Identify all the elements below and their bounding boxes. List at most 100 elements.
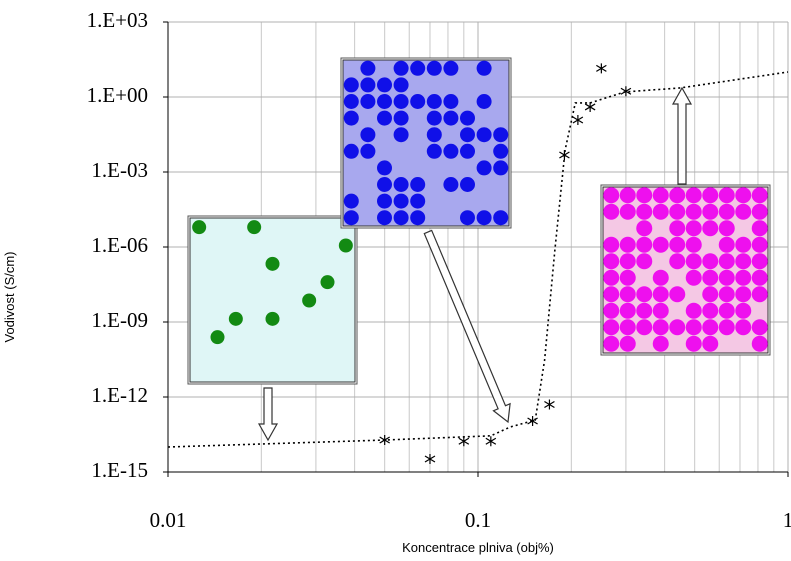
- chart: 0.010.111.E+031.E+001.E-031.E-061.E-091.…: [0, 0, 791, 561]
- particle: [702, 253, 718, 269]
- particle: [266, 312, 280, 326]
- y-tick-label: 1.E-15: [91, 458, 148, 482]
- particle: [360, 77, 375, 92]
- x-tick-label: 0.1: [465, 508, 491, 532]
- particle: [620, 270, 636, 286]
- particle: [394, 111, 409, 126]
- particle: [702, 204, 718, 220]
- particle: [344, 194, 359, 209]
- particle: [669, 253, 685, 269]
- particle: [719, 270, 735, 286]
- particle: [636, 286, 652, 302]
- particle: [460, 210, 475, 225]
- particle: [344, 210, 359, 225]
- particle: [360, 144, 375, 159]
- particle: [493, 210, 508, 225]
- particle: [719, 220, 735, 236]
- particle: [735, 204, 751, 220]
- particle: [620, 204, 636, 220]
- particle: [360, 127, 375, 142]
- particle: [752, 319, 768, 335]
- particle: [735, 253, 751, 269]
- particle: [653, 286, 669, 302]
- inset: [190, 218, 355, 382]
- particle: [653, 303, 669, 319]
- particle: [735, 319, 751, 335]
- particle: [493, 160, 508, 175]
- x-tick-label: 0.01: [150, 508, 187, 532]
- particle: [653, 204, 669, 220]
- particle: [686, 187, 702, 203]
- particle: [460, 127, 475, 142]
- particle: [477, 160, 492, 175]
- particle: [477, 94, 492, 109]
- particle: [620, 336, 636, 352]
- particle: [702, 319, 718, 335]
- particle: [360, 61, 375, 76]
- particle: [686, 336, 702, 352]
- particle: [377, 177, 392, 192]
- particle: [603, 319, 619, 335]
- particle: [377, 94, 392, 109]
- particle: [443, 94, 458, 109]
- particle: [302, 294, 316, 308]
- particle: [702, 220, 718, 236]
- y-tick-label: 1.E-12: [91, 383, 148, 407]
- particle: [394, 61, 409, 76]
- y-tick-label: 1.E-03: [91, 158, 148, 182]
- particle: [669, 319, 685, 335]
- particle: [620, 237, 636, 253]
- particle: [686, 319, 702, 335]
- particle: [443, 61, 458, 76]
- particle: [653, 270, 669, 286]
- particle: [669, 204, 685, 220]
- particle: [669, 286, 685, 302]
- particle: [443, 111, 458, 126]
- particle: [603, 270, 619, 286]
- particle: [620, 187, 636, 203]
- particle: [702, 286, 718, 302]
- particle: [686, 303, 702, 319]
- particle: [344, 77, 359, 92]
- particle: [702, 187, 718, 203]
- particle: [636, 220, 652, 236]
- particle: [427, 111, 442, 126]
- particle: [719, 253, 735, 269]
- particle: [620, 253, 636, 269]
- particle: [321, 275, 335, 289]
- particle: [603, 187, 619, 203]
- particle: [636, 187, 652, 203]
- particle: [702, 303, 718, 319]
- particle: [620, 319, 636, 335]
- particle: [603, 204, 619, 220]
- particle: [686, 253, 702, 269]
- particle: [603, 336, 619, 352]
- particle: [394, 77, 409, 92]
- particle: [686, 270, 702, 286]
- particle: [460, 144, 475, 159]
- particle: [427, 127, 442, 142]
- particle: [229, 312, 243, 326]
- particle: [735, 187, 751, 203]
- particle: [702, 336, 718, 352]
- particle: [211, 330, 225, 344]
- particle: [460, 177, 475, 192]
- particle: [653, 319, 669, 335]
- particle: [477, 127, 492, 142]
- particle: [752, 237, 768, 253]
- particle: [410, 94, 425, 109]
- particle: [266, 257, 280, 271]
- particle: [719, 204, 735, 220]
- particle: [377, 77, 392, 92]
- particle: [377, 194, 392, 209]
- particle: [636, 253, 652, 269]
- particle: [636, 237, 652, 253]
- particle: [410, 194, 425, 209]
- particle: [394, 210, 409, 225]
- x-axis-title: Koncentrace plniva (obj%): [402, 540, 554, 555]
- y-axis-title: Vodivost (S/cm): [2, 251, 17, 342]
- particle: [636, 319, 652, 335]
- particle: [752, 286, 768, 302]
- particle: [719, 286, 735, 302]
- particle: [636, 303, 652, 319]
